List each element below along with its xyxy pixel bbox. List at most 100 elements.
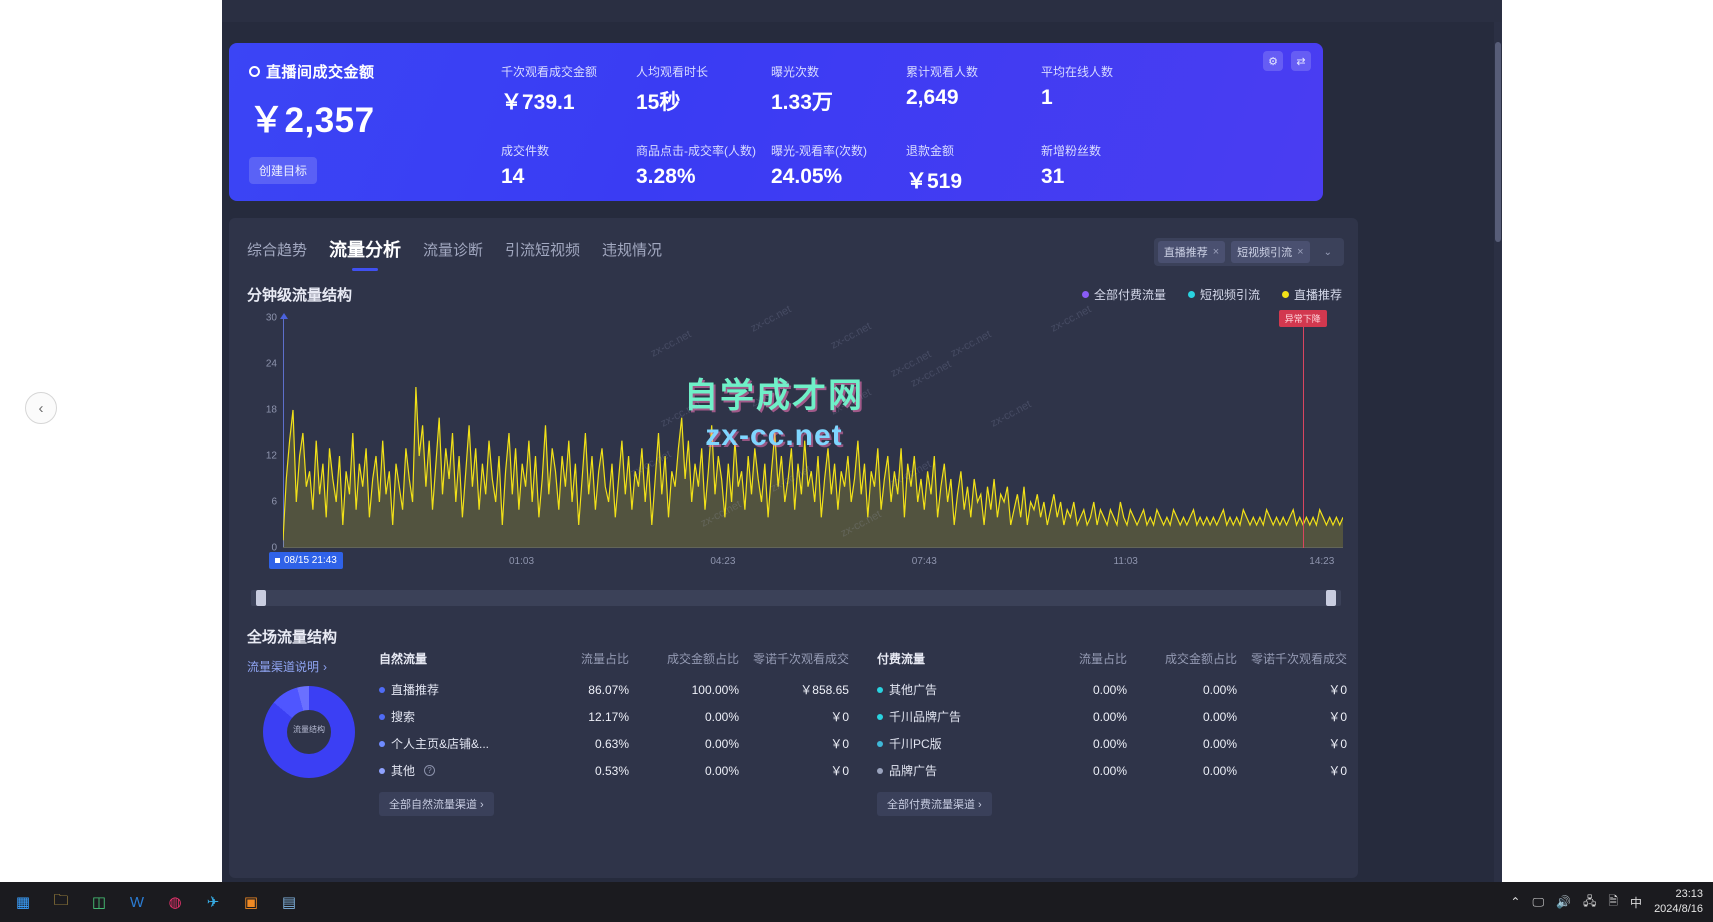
chart-range-slider[interactable]	[251, 590, 1341, 606]
row-label: 直播推荐	[391, 683, 440, 697]
x-axis-tick: 07:43	[911, 556, 937, 567]
x-axis-tick: 14:23	[1309, 556, 1335, 567]
traffic-share-cell: 86.07%	[588, 682, 629, 697]
table-row[interactable]: 个人主页&店铺&... 0.63% 0.00% ￥0	[379, 730, 849, 757]
battery-icon[interactable]: 🗎	[1608, 893, 1619, 908]
legend-item-0[interactable]: 全部付费流量	[1081, 286, 1166, 303]
opera-icon[interactable]: ◍	[168, 894, 182, 911]
telegram-icon[interactable]: ✈	[206, 894, 220, 911]
legend-item-1[interactable]: 短视频引流	[1187, 286, 1260, 303]
column-header: 成交金额占比	[1164, 652, 1237, 666]
app-scrollbar[interactable]	[1494, 22, 1502, 884]
info-icon[interactable]: ?	[424, 765, 436, 776]
table-row[interactable]: 其他? 0.53% 0.00% ￥0	[379, 757, 849, 784]
filter-tag-0[interactable]: 直播推荐 ×	[1157, 241, 1226, 263]
swap-icon[interactable]: ⇄	[1291, 51, 1311, 71]
legend-label: 短视频引流	[1199, 288, 1260, 302]
legend-dot	[1281, 291, 1289, 298]
kpi-primary-value: ￥2,357	[249, 101, 375, 140]
legend-dot	[1081, 291, 1089, 298]
series-area	[283, 387, 1343, 548]
folder-icon[interactable]: 🗀	[53, 891, 69, 909]
chart-axis-horizontal	[283, 547, 1343, 548]
start-icon[interactable]: ▦	[15, 894, 31, 911]
column-header: 流量占比	[580, 652, 629, 666]
tab-4[interactable]: 违规情况	[602, 241, 663, 259]
chevron-up-icon[interactable]: ⌃	[1510, 895, 1521, 909]
taskbar-tray: ⌃ 🖵 🔊 🖧 🗎 中 23:13 2024/8/16	[1510, 887, 1713, 917]
chevron-down-icon[interactable]: ⌄	[1323, 246, 1332, 258]
network-icon[interactable]: 🖧	[1583, 893, 1597, 908]
table-row[interactable]: 其他广告 0.00% 0.00% ￥0	[877, 676, 1347, 703]
close-icon[interactable]: ×	[1297, 246, 1304, 258]
kpi-metric-label: 曝光次数	[771, 65, 820, 79]
record-dot-icon	[249, 66, 260, 77]
ime-indicator[interactable]: 中	[1630, 895, 1643, 910]
row-label: 千川品牌广告	[889, 710, 962, 724]
orange-icon[interactable]: ▣	[243, 894, 259, 911]
kpi-metric: 曝光-观看率(次数) 24.05%	[771, 142, 906, 195]
kpi-banner: ⚙ ⇄ 直播间成交金额 ￥2,357 创建目标 千次观看成交金额 ￥739.1 人均…	[229, 43, 1323, 201]
traffic-share-cell: 0.53%	[594, 763, 629, 778]
filter-tag-1[interactable]: 短视频引流 ×	[1231, 241, 1310, 263]
monitor-icon[interactable]: 🖵	[1532, 894, 1545, 909]
kpi-metric-value: 3.28%	[636, 165, 696, 188]
tab-3[interactable]: 引流短视频	[505, 241, 581, 259]
table-row[interactable]: 品牌广告 0.00% 0.00% ￥0	[877, 757, 1347, 784]
traffic-share-cell: 0.00%	[1092, 709, 1127, 724]
table-row[interactable]: 千川PC版 0.00% 0.00% ￥0	[877, 730, 1347, 757]
traffic-donut-chart: 流量结构	[257, 680, 361, 784]
table-row[interactable]: 直播推荐 86.07% 100.00% ￥858.65	[379, 676, 849, 703]
range-slider-handle-right[interactable]	[1326, 590, 1336, 606]
content-panel: 综合趋势 流量分析 流量诊断 引流短视频 违规情况 直播推荐 × 短视频引流 × ⌄ 分钟级流量…	[229, 218, 1358, 878]
kpi-metric-empty	[1176, 142, 1311, 195]
series-dot-icon	[877, 740, 883, 747]
kpi-primary-header: 直播间成交金额	[249, 61, 499, 82]
kpi-metric-label: 千次观看成交金额	[501, 65, 598, 79]
notes-icon[interactable]: ▤	[281, 894, 297, 911]
kpi-metric-value: 15秒	[636, 91, 681, 114]
per-thousand-cell: ￥0	[1328, 764, 1347, 778]
kpi-metric: 人均观看时长 15秒	[636, 63, 771, 116]
per-thousand-cell: ￥0	[830, 710, 849, 724]
row-name-cell: 其他?	[379, 762, 529, 779]
app-green-icon[interactable]: ◫	[91, 894, 107, 911]
traffic-share-cell: 12.17%	[588, 709, 629, 724]
natural-all-channels-button[interactable]: 全部自然流量渠道 ›	[379, 792, 494, 816]
tab-0[interactable]: 综合趋势	[247, 241, 308, 259]
range-slider-handle-left[interactable]	[256, 590, 266, 606]
kpi-metric-value: 14	[501, 165, 525, 188]
filter-tag-group[interactable]: 直播推荐 × 短视频引流 × ⌄	[1153, 238, 1344, 266]
chart-plot-area: 异常下降	[280, 310, 1343, 548]
tab-1[interactable]: 流量分析	[329, 236, 401, 269]
legend-label: 直播推荐	[1293, 288, 1342, 302]
paid-all-channels-button[interactable]: 全部付费流量渠道 ›	[877, 792, 992, 816]
table-row[interactable]: 搜索 12.17% 0.00% ￥0	[379, 703, 849, 730]
channel-description-link[interactable]: 流量渠道说明 ›	[247, 658, 327, 675]
legend-label: 全部付费流量	[1093, 288, 1166, 302]
kpi-metric: 平均在线人数 1	[1041, 63, 1176, 116]
column-header: 付费流量	[877, 652, 926, 666]
table-row[interactable]: 千川品牌广告 0.00% 0.00% ￥0	[877, 703, 1347, 730]
per-thousand-cell: ￥0	[830, 764, 849, 778]
close-icon[interactable]: ×	[1212, 246, 1220, 258]
series-line-直播推荐	[283, 386, 1343, 541]
series-dot-icon	[877, 713, 883, 720]
clock[interactable]: 23:13 2024/8/16	[1654, 887, 1703, 917]
volume-icon[interactable]: 🔊	[1556, 895, 1571, 909]
tab-2[interactable]: 流量诊断	[423, 241, 484, 259]
kpi-metric-label: 新增粉丝数	[1041, 144, 1102, 158]
prev-page-button[interactable]: ‹	[25, 392, 57, 424]
kpi-metrics-grid: 千次观看成交金额 ￥739.1 人均观看时长 15秒 曝光次数 1.33万 累计观看人数 2,…	[501, 63, 1311, 195]
chart-axis-vertical	[280, 313, 288, 548]
word-icon[interactable]: W	[129, 893, 145, 911]
legend-item-2[interactable]: 直播推荐	[1281, 286, 1342, 303]
chart-series-svg	[283, 386, 1343, 548]
create-goal-button[interactable]: 创建目标	[249, 157, 318, 184]
anomaly-marker-flag[interactable]: 异常下降	[1278, 310, 1327, 327]
app-scrollbar-thumb[interactable]	[1495, 42, 1501, 242]
traffic-share-cell: 0.00%	[1092, 682, 1127, 697]
traffic-share-cell: 0.00%	[1092, 763, 1127, 778]
gear-icon[interactable]: ⚙	[1263, 51, 1283, 71]
